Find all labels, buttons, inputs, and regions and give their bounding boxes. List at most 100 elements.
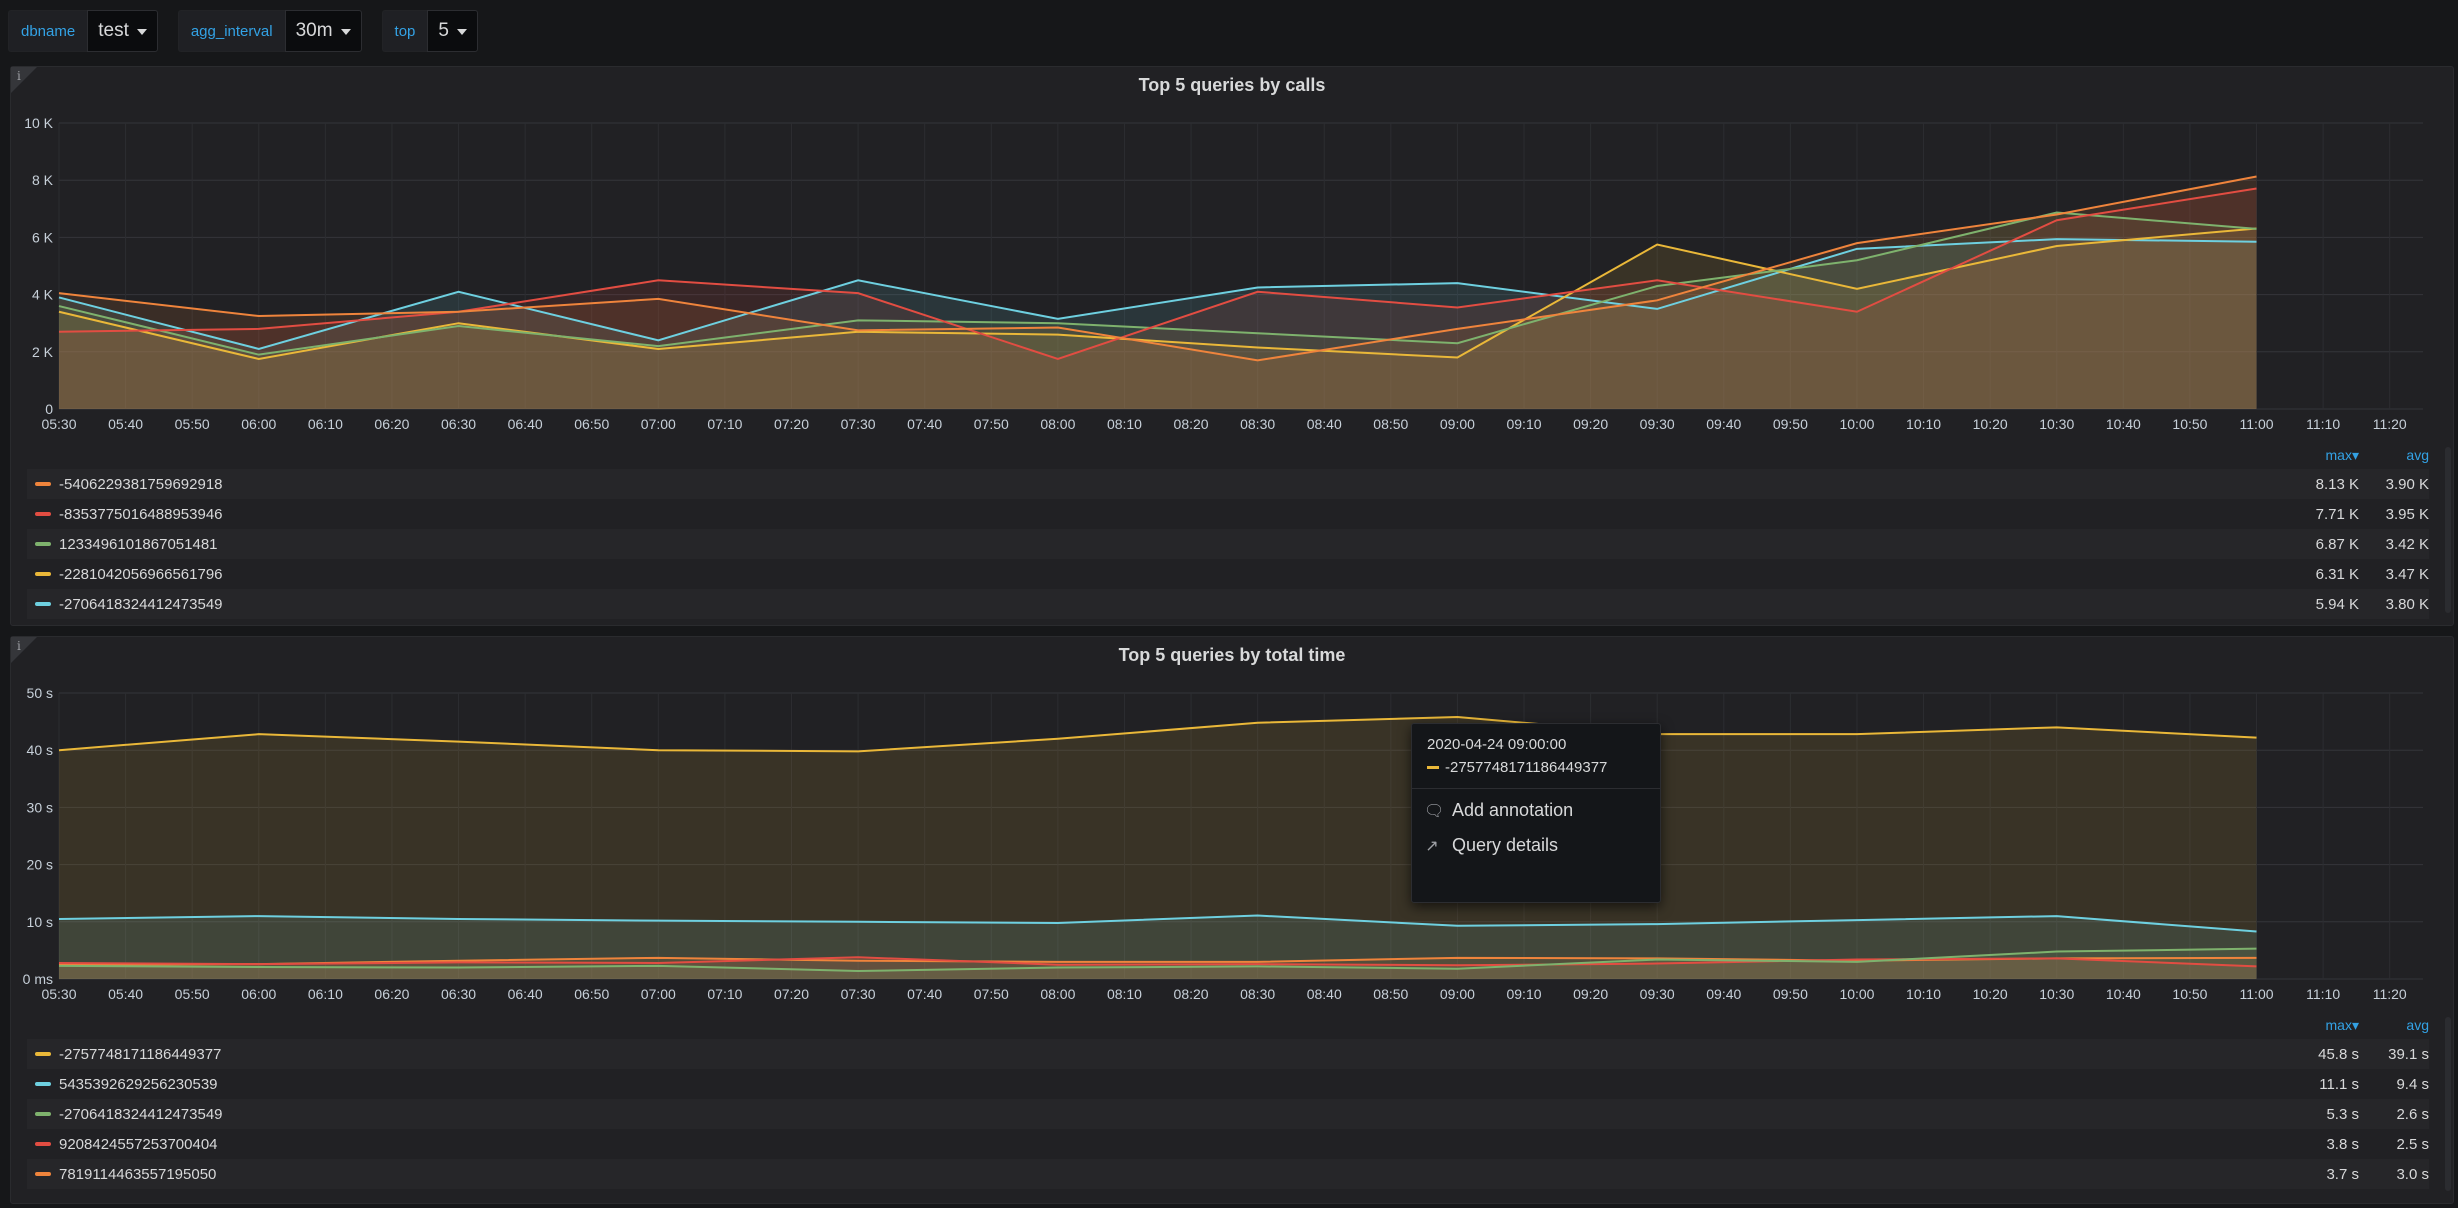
x-tick-label: 09:50 xyxy=(1773,416,1808,432)
series-swatch xyxy=(35,512,51,516)
x-tick-label: 08:30 xyxy=(1240,416,1275,432)
series-line[interactable] xyxy=(58,187,2257,361)
legend-item[interactable]: 5435392629256230539 11.1 s 9.4 s xyxy=(27,1069,2429,1099)
panel-info-corner[interactable] xyxy=(11,637,37,663)
x-tick-label: 06:40 xyxy=(508,416,543,432)
x-tick-label: 10:40 xyxy=(2106,986,2141,1002)
dbname-select[interactable]: test xyxy=(87,10,158,52)
series-name[interactable]: 1233496101867051481 xyxy=(59,535,218,553)
x-tick-label: 07:00 xyxy=(641,416,676,432)
legend-item[interactable]: 1233496101867051481 6.87 K 3.42 K xyxy=(27,529,2429,559)
series-area xyxy=(59,717,2257,979)
legend-item[interactable]: -8353775016488953946 7.71 K 3.95 K xyxy=(27,499,2429,529)
legend-header-max[interactable]: max▾ xyxy=(2325,447,2359,463)
legend-item[interactable]: -2706418324412473549 5.3 s 2.6 s xyxy=(27,1099,2429,1129)
series-avg: 3.47 K xyxy=(2385,565,2429,583)
legend-header: max▾ avg xyxy=(2289,1017,2429,1034)
top-select[interactable]: 5 xyxy=(427,10,478,52)
x-tick-label: 05:30 xyxy=(41,986,76,1002)
series-avg: 39.1 s xyxy=(2388,1045,2429,1063)
x-tick-label: 09:50 xyxy=(1773,986,1808,1002)
comment-icon: 🗨︎ xyxy=(1424,802,1445,820)
series-avg: 9.4 s xyxy=(2396,1075,2429,1093)
series-line[interactable] xyxy=(58,238,2257,350)
add-annotation-label: Add annotation xyxy=(1452,800,1574,820)
series-swatch xyxy=(35,1142,51,1146)
info-icon: i xyxy=(17,69,21,83)
series-max: 6.31 K xyxy=(2315,565,2359,583)
legend: max▾ avg -2757748171186449377 45.8 s 39.… xyxy=(27,1017,2429,1193)
series-name[interactable]: 9208424557253700404 xyxy=(59,1135,218,1153)
x-tick-label: 09:00 xyxy=(1440,416,1475,432)
series-line[interactable] xyxy=(58,914,2257,933)
query-details-link[interactable]: ↗ Query details xyxy=(1412,828,1660,863)
x-tick-label: 09:40 xyxy=(1706,986,1741,1002)
legend-item[interactable]: -2706418324412473549 5.94 K 3.80 K xyxy=(27,589,2429,619)
legend-item[interactable]: -2281042056966561796 6.31 K 3.47 K xyxy=(27,559,2429,589)
variables-bar: dbname test agg_interval 30m top 5 xyxy=(8,10,478,52)
x-tick-label: 06:50 xyxy=(574,986,609,1002)
series-swatch xyxy=(35,1172,51,1176)
panel-title[interactable]: Top 5 queries by total time xyxy=(1118,645,1346,665)
add-annotation-button[interactable]: 🗨︎ Add annotation xyxy=(1412,793,1660,828)
panel-title[interactable]: Top 5 queries by calls xyxy=(1138,75,1326,95)
series-area xyxy=(59,239,2257,409)
series-line[interactable] xyxy=(58,227,2257,360)
series-line[interactable] xyxy=(58,175,2257,362)
legend-header-avg[interactable]: avg xyxy=(2406,447,2429,463)
series-name[interactable]: -2706418324412473549 xyxy=(59,595,223,613)
agg-interval-select[interactable]: 30m xyxy=(284,10,362,52)
legend-scrollbar[interactable] xyxy=(2445,447,2451,613)
series-max: 7.71 K xyxy=(2315,505,2359,523)
legend-item[interactable]: 9208424557253700404 3.8 s 2.5 s xyxy=(27,1129,2429,1159)
legend-item[interactable]: -2757748171186449377 45.8 s 39.1 s xyxy=(27,1039,2429,1069)
legend-item[interactable]: -5406229381759692918 8.13 K 3.90 K xyxy=(27,469,2429,499)
series-swatch xyxy=(35,1112,51,1116)
series-name[interactable]: -2281042056966561796 xyxy=(59,565,223,583)
x-tick-label: 09:30 xyxy=(1640,986,1675,1002)
series-name[interactable]: -2706418324412473549 xyxy=(59,1105,223,1123)
x-tick-label: 08:30 xyxy=(1240,986,1275,1002)
panel-info-corner[interactable] xyxy=(11,67,37,93)
series-swatch xyxy=(35,542,51,546)
legend-item[interactable]: 7819114463557195050 3.7 s 3.0 s xyxy=(27,1159,2429,1189)
x-tick-label: 06:30 xyxy=(441,986,476,1002)
x-tick-label: 10:00 xyxy=(1839,986,1874,1002)
series-name[interactable]: -2757748171186449377 xyxy=(59,1045,222,1063)
y-tick-label: 50 s xyxy=(27,685,53,701)
series-name[interactable]: 7819114463557195050 xyxy=(59,1165,217,1183)
series-line[interactable] xyxy=(58,211,2257,356)
series-name[interactable]: -8353775016488953946 xyxy=(59,505,223,523)
x-tick-label: 06:20 xyxy=(374,986,409,1002)
x-tick-label: 11:20 xyxy=(2373,416,2407,432)
series-swatch xyxy=(1427,766,1439,769)
x-tick-label: 07:50 xyxy=(974,416,1009,432)
series-line[interactable] xyxy=(58,716,2257,753)
variable-value: 5 xyxy=(438,20,449,41)
series-avg: 2.5 s xyxy=(2396,1135,2429,1153)
legend-header-avg[interactable]: avg xyxy=(2406,1017,2429,1033)
series-max: 3.7 s xyxy=(2326,1165,2359,1183)
tooltip-time: 2020-04-24 09:00:00 xyxy=(1427,736,1567,753)
x-tick-label: 09:20 xyxy=(1573,416,1608,432)
calls-chart[interactable]: 0 2 K 4 K 6 K 8 K 10 K 05:30 05:40 05:50 06:00 06:… xyxy=(11,67,2453,447)
series-name[interactable]: -5406229381759692918 xyxy=(59,475,223,493)
x-tick-label: 05:50 xyxy=(175,416,210,432)
variable-label: agg_interval xyxy=(177,10,285,52)
legend-scrollbar[interactable] xyxy=(2445,1017,2451,1191)
series-line[interactable] xyxy=(58,947,2257,972)
x-tick-label: 06:20 xyxy=(374,416,409,432)
x-tick-label: 07:00 xyxy=(641,986,676,1002)
x-tick-label: 07:10 xyxy=(707,416,742,432)
variable-top: top 5 xyxy=(381,10,478,52)
x-tick-label: 07:40 xyxy=(907,416,942,432)
series-name[interactable]: 5435392629256230539 xyxy=(59,1075,218,1093)
legend-header-max[interactable]: max▾ xyxy=(2325,1017,2359,1033)
x-tick-label: 09:40 xyxy=(1706,416,1741,432)
series-max: 6.87 K xyxy=(2315,535,2359,553)
x-tick-label: 11:10 xyxy=(2306,416,2340,432)
caret-down-icon xyxy=(136,29,147,35)
variable-label: dbname xyxy=(8,10,88,52)
total-time-chart[interactable]: 0 ms 10 s 20 s 30 s 40 s 50 s 05:30 05:40 05:50 0… xyxy=(11,637,2453,1017)
variable-value: test xyxy=(98,20,129,41)
